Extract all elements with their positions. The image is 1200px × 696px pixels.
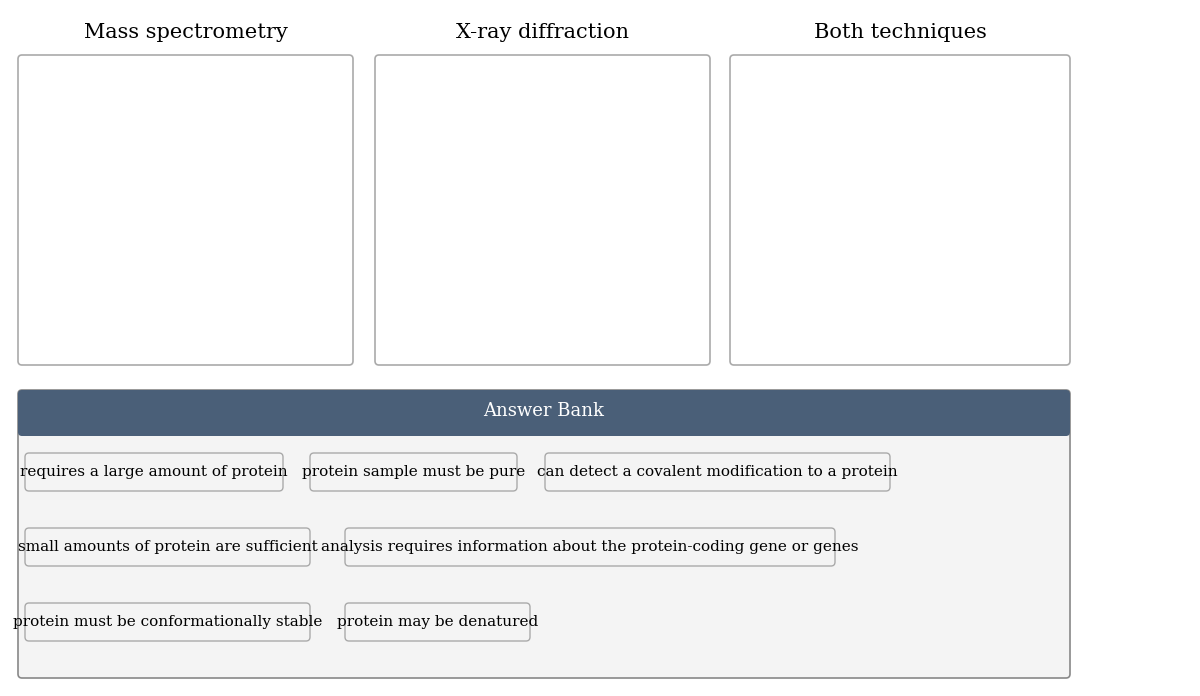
FancyBboxPatch shape xyxy=(18,390,1070,436)
FancyBboxPatch shape xyxy=(730,55,1070,365)
FancyBboxPatch shape xyxy=(25,603,310,641)
Text: analysis requires information about the protein-coding gene or genes: analysis requires information about the … xyxy=(322,540,859,554)
Text: protein sample must be pure: protein sample must be pure xyxy=(302,465,526,479)
FancyBboxPatch shape xyxy=(25,453,283,491)
Text: X-ray diffraction: X-ray diffraction xyxy=(456,22,629,42)
FancyBboxPatch shape xyxy=(346,603,530,641)
Text: can detect a covalent modification to a protein: can detect a covalent modification to a … xyxy=(538,465,898,479)
FancyBboxPatch shape xyxy=(374,55,710,365)
Text: requires a large amount of protein: requires a large amount of protein xyxy=(20,465,288,479)
Text: Answer Bank: Answer Bank xyxy=(484,402,605,420)
FancyBboxPatch shape xyxy=(545,453,890,491)
FancyBboxPatch shape xyxy=(346,528,835,566)
Text: Mass spectrometry: Mass spectrometry xyxy=(84,22,288,42)
Text: protein must be conformationally stable: protein must be conformationally stable xyxy=(13,615,322,629)
FancyBboxPatch shape xyxy=(18,55,353,365)
Text: small amounts of protein are sufficient: small amounts of protein are sufficient xyxy=(18,540,317,554)
FancyBboxPatch shape xyxy=(310,453,517,491)
FancyBboxPatch shape xyxy=(18,390,1070,678)
FancyBboxPatch shape xyxy=(25,528,310,566)
Text: protein may be denatured: protein may be denatured xyxy=(337,615,538,629)
Text: Both techniques: Both techniques xyxy=(814,22,986,42)
